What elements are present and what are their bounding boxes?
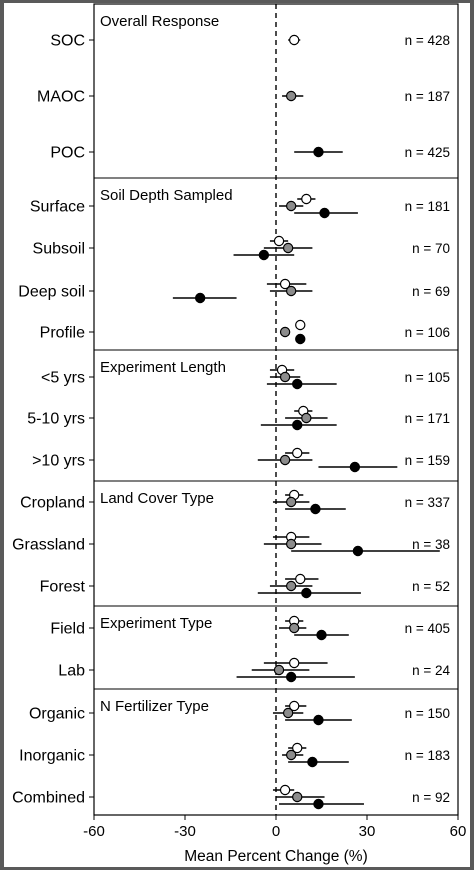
- category-label: Profile: [40, 325, 85, 342]
- sample-size-label: n = 171: [405, 411, 450, 426]
- category-label: MAOC: [37, 89, 85, 106]
- point-maoc: [285, 285, 297, 297]
- point-poc: [316, 629, 327, 641]
- sample-size-label: n = 69: [412, 284, 450, 299]
- panel-title: N Fertilizer Type: [100, 698, 209, 715]
- sample-size-label: n = 187: [405, 89, 450, 104]
- point-maoc: [285, 90, 297, 102]
- point-poc: [194, 292, 206, 304]
- point-soc: [292, 447, 303, 459]
- point-maoc: [273, 664, 285, 676]
- point-soc: [289, 34, 300, 46]
- point-soc: [295, 573, 306, 585]
- point-soc: [279, 278, 291, 290]
- sample-size-label: n = 24: [412, 663, 450, 678]
- labels-layer: Overall Response SOC n = 428 MAOC n = 187 POC…: [12, 13, 450, 807]
- x-tick-label: 60: [450, 823, 467, 840]
- point-maoc: [282, 707, 294, 719]
- point-soc: [273, 235, 285, 247]
- x-axis: -60 -30 0 30 60: [83, 39, 467, 840]
- sample-size-label: n = 159: [405, 453, 450, 468]
- point-maoc: [279, 326, 291, 338]
- point-maoc: [285, 200, 297, 212]
- sample-size-label: n = 405: [405, 621, 450, 636]
- point-maoc: [279, 371, 291, 383]
- category-label: >10 yrs: [32, 453, 85, 470]
- sample-size-label: n = 428: [405, 33, 450, 48]
- point-soc: [289, 700, 300, 712]
- panel-title: Soil Depth Sampled: [100, 187, 233, 204]
- point-poc: [295, 333, 306, 345]
- x-axis-label: Mean Percent Change (%): [184, 848, 368, 865]
- panel-title: Land Cover Type: [100, 490, 214, 507]
- category-label: Deep soil: [18, 284, 85, 301]
- sample-size-label: n = 337: [405, 495, 450, 510]
- sample-size-label: n = 183: [405, 748, 450, 763]
- point-maoc: [282, 242, 294, 254]
- category-label: POC: [50, 145, 85, 162]
- category-label: Combined: [12, 790, 85, 807]
- x-tick-label: 30: [359, 823, 376, 840]
- point-maoc: [301, 412, 312, 424]
- sample-size-label: n = 70: [412, 241, 450, 256]
- point-poc: [310, 503, 321, 515]
- point-poc: [307, 756, 318, 768]
- point-maoc: [285, 749, 297, 761]
- panel-title: Experiment Length: [100, 359, 226, 376]
- category-label: Cropland: [20, 495, 85, 512]
- sample-size-label: n = 105: [405, 370, 450, 385]
- sample-size-label: n = 181: [405, 199, 450, 214]
- sample-size-label: n = 425: [405, 145, 450, 160]
- category-label: SOC: [50, 33, 85, 50]
- point-soc: [279, 784, 291, 796]
- sample-size-label: n = 150: [405, 706, 450, 721]
- point-poc: [285, 671, 297, 683]
- x-tick-label: -60: [83, 823, 105, 840]
- point-soc: [289, 657, 300, 669]
- point-maoc: [292, 791, 303, 803]
- point-poc: [258, 249, 270, 261]
- x-tick-label: 0: [272, 823, 280, 840]
- forest-plot: Overall Response SOC n = 428 MAOC n = 187 POC…: [12, 3, 467, 865]
- category-label: Field: [50, 621, 85, 638]
- point-maoc: [285, 580, 297, 592]
- sample-size-label: n = 38: [412, 537, 450, 552]
- point-maoc: [285, 538, 297, 550]
- sample-size-label: n = 52: [412, 579, 450, 594]
- x-tick-label: -30: [174, 823, 196, 840]
- category-label: Grassland: [12, 537, 85, 554]
- point-poc: [301, 587, 312, 599]
- point-maoc: [279, 454, 291, 466]
- point-maoc: [285, 496, 297, 508]
- point-poc: [313, 714, 324, 726]
- point-poc: [313, 798, 324, 810]
- category-label: Inorganic: [19, 748, 85, 765]
- point-poc: [313, 146, 324, 158]
- point-poc: [292, 419, 303, 431]
- category-label: Organic: [29, 706, 85, 723]
- category-label: Lab: [58, 663, 85, 680]
- marks-layer: [172, 34, 440, 810]
- category-label: <5 yrs: [41, 370, 85, 387]
- sample-size-label: n = 106: [405, 325, 450, 340]
- category-label: Surface: [30, 199, 85, 216]
- category-label: Subsoil: [33, 241, 85, 258]
- point-soc: [301, 193, 312, 205]
- panel-title: Experiment Type: [100, 615, 212, 632]
- point-poc: [349, 461, 361, 473]
- category-label: Forest: [40, 579, 86, 596]
- point-poc: [352, 545, 364, 557]
- point-poc: [292, 378, 303, 390]
- point-soc: [292, 742, 303, 754]
- point-soc: [295, 319, 306, 331]
- sample-size-label: n = 92: [412, 790, 450, 805]
- point-maoc: [289, 622, 300, 634]
- point-poc: [319, 207, 330, 219]
- category-label: 5-10 yrs: [27, 411, 85, 428]
- panel-title: Overall Response: [100, 13, 219, 30]
- chart-frame: Overall Response SOC n = 428 MAOC n = 187 POC…: [4, 3, 470, 867]
